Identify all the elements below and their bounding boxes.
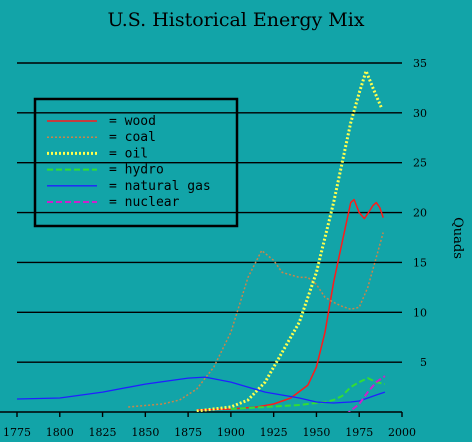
series-line-nuclear: [347, 375, 386, 412]
legend-label-coal: = coal: [109, 130, 156, 145]
series-line-coal: [128, 232, 384, 408]
series-layer: [16, 69, 386, 412]
y-tick-label-35: 35: [413, 57, 427, 70]
x-tick-label-1875: 1875: [174, 426, 202, 439]
x-tick-label-1900: 1900: [217, 426, 245, 439]
x-tick-label-1925: 1925: [260, 426, 288, 439]
series-line-natural-gas: [16, 376, 386, 404]
series-line-hydro: [230, 377, 386, 410]
legend-label-natural-gas: = natural gas: [109, 179, 211, 194]
x-tick-label-1825: 1825: [89, 426, 117, 439]
x-tick-label-1800: 1800: [46, 426, 74, 439]
y-axis-title: Quads: [450, 217, 465, 259]
series-line-wood: [196, 198, 384, 411]
legend-label-oil: = oil: [109, 146, 148, 161]
chart-title: U.S. Historical Energy Mix: [107, 9, 364, 31]
legend-label-wood: = wood: [109, 114, 156, 129]
grid-lines: [17, 62, 402, 363]
x-tick-label-2000: 2000: [388, 426, 416, 439]
y-tick-label-30: 30: [413, 107, 427, 120]
y-tick-label-25: 25: [413, 157, 427, 170]
x-tick-label-1950: 1950: [302, 426, 330, 439]
y-tick-label-20: 20: [413, 207, 427, 220]
series-line-oil: [196, 69, 383, 412]
y-tick-label-10: 10: [413, 306, 427, 319]
axes: 5 10 15 20 25 30 35 1775 1800 1825 1850 1875 1900 192…: [0, 57, 465, 439]
x-tick-label-1775: 1775: [3, 426, 31, 439]
legend-label-nuclear: = nuclear: [109, 195, 180, 210]
x-tick-label-1975: 1975: [345, 426, 373, 439]
y-tick-label-5: 5: [420, 356, 427, 369]
y-tick-label-15: 15: [413, 256, 427, 269]
legend-box: [33, 97, 239, 228]
legend-label-hydro: = hydro: [109, 163, 164, 178]
x-tick-label-1850: 1850: [131, 426, 159, 439]
legend: = wood= coal= oil = hydro= natural gas= n…: [33, 97, 239, 228]
